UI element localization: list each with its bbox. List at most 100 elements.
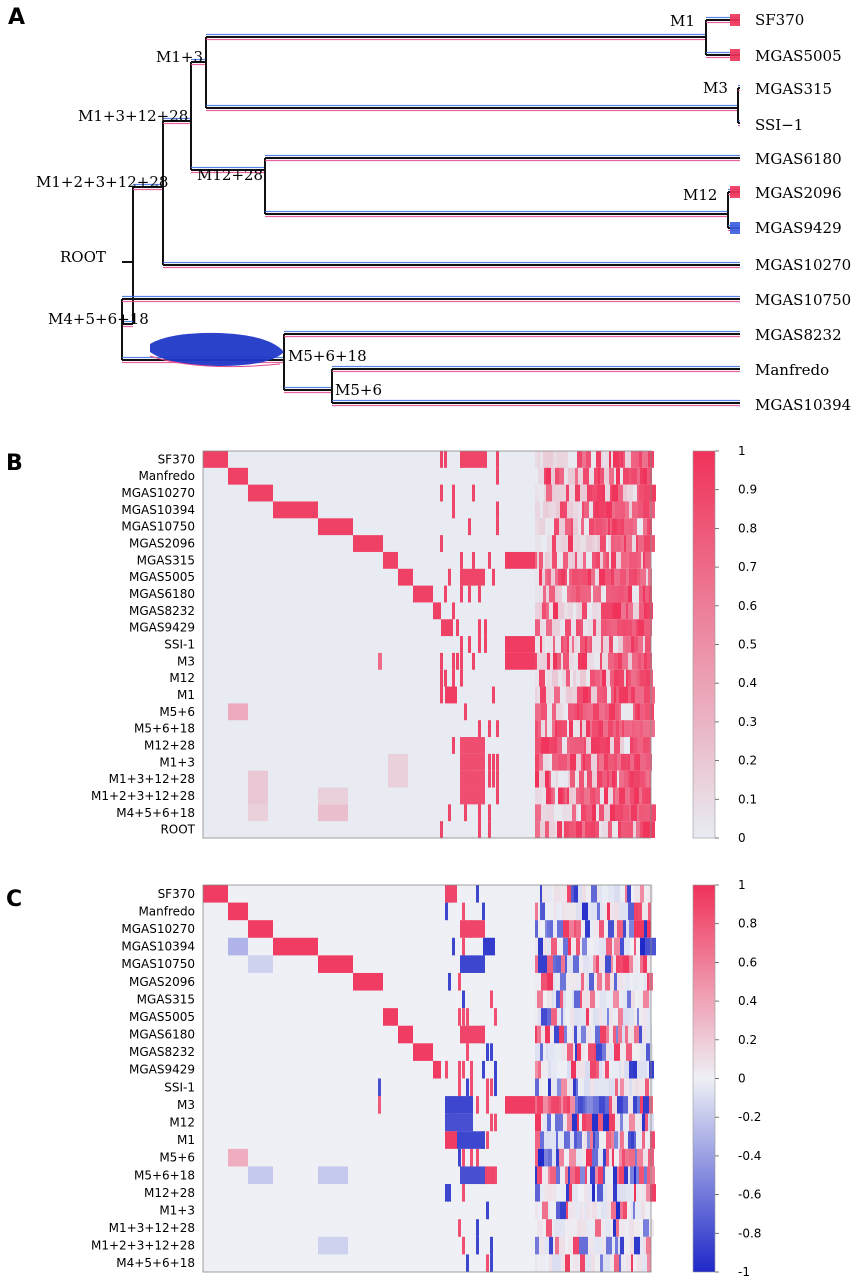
heat-b-cells-cell-17 bbox=[440, 484, 443, 502]
row-label-sf370: SF370 bbox=[158, 887, 195, 901]
heat-c-cells-cell-679 bbox=[582, 1236, 588, 1255]
heat-c-cells-cell-487 bbox=[535, 1131, 540, 1149]
heat-b-cells-cell-347 bbox=[603, 585, 606, 603]
heat-c-cells-cell-320 bbox=[567, 1025, 569, 1044]
heat-c-cells-cell-213 bbox=[599, 955, 605, 973]
heat-b-cells-cell-626 bbox=[543, 753, 549, 771]
heat-c-cells-cell-160 bbox=[608, 920, 614, 938]
heat-b-cells-cell-97 bbox=[563, 451, 568, 468]
heat-c-cells-cell-81 bbox=[457, 1131, 485, 1149]
heat-c-cells-cell-715 bbox=[610, 1254, 614, 1272]
heat-c-cells-cell-708 bbox=[580, 1254, 585, 1272]
heat-c-cells-cell-392 bbox=[619, 1060, 621, 1079]
heat-c-cells-cell-495 bbox=[570, 1131, 574, 1149]
heat-c-cells-cell-692 bbox=[634, 1236, 640, 1255]
heat-c-cells-cell-208 bbox=[579, 955, 583, 973]
row-label-m4-5-6-18: M4+5+6+18 bbox=[116, 806, 195, 820]
heat-c-cells-cell-296 bbox=[589, 1008, 593, 1026]
heat-b-cells-cell-229 bbox=[617, 518, 621, 536]
heat-c-cells-cell-65 bbox=[458, 1219, 461, 1237]
heat-b-cells-cell-84 bbox=[460, 568, 485, 586]
heat-c-cells-cell-529 bbox=[571, 1148, 576, 1167]
heat-c-cells-cell-239 bbox=[594, 972, 597, 991]
heat-c-cells-cell-124 bbox=[576, 902, 582, 921]
heat-c-cells-cell-308 bbox=[639, 1008, 641, 1026]
heat-b-cells-cell-451 bbox=[547, 652, 550, 670]
heat-c-cells-cell-24 bbox=[462, 1008, 465, 1026]
heat-c-cells-cell-632 bbox=[616, 1201, 620, 1220]
heat-b-cells-cell-93 bbox=[543, 451, 547, 468]
heat-c-cells-cell-329 bbox=[595, 1025, 600, 1044]
heat-c-cells-cell-260 bbox=[556, 990, 560, 1009]
heat-b-cells-cell-669 bbox=[607, 770, 609, 788]
heat-b-cells-cell-375 bbox=[597, 602, 601, 620]
heat-b-cells-cell-527 bbox=[619, 686, 625, 704]
heat-b-cells-cell-454 bbox=[557, 652, 561, 670]
heat-b-cells-cell-729 bbox=[588, 804, 592, 822]
heat-b-cells-cell-265 bbox=[644, 535, 650, 552]
heat-c-cells-cell-229 bbox=[553, 972, 555, 991]
heat-b-cells-cell-257 bbox=[614, 535, 617, 552]
heat-b-cells-cell-559 bbox=[637, 703, 640, 721]
heat-b-cells-cell-147 bbox=[637, 467, 640, 485]
heat-c-cells-cell-203 bbox=[556, 955, 561, 973]
heat-b-cells-cell-580 bbox=[590, 720, 592, 738]
heat-b-cells-cell-574 bbox=[571, 720, 573, 738]
heat-b-cells-cell-470 bbox=[628, 652, 632, 670]
heat-b-cells-cell-719 bbox=[556, 804, 562, 822]
heat-c-cells-cell-46 bbox=[476, 1096, 479, 1114]
heat-c-cells-cell-619 bbox=[570, 1201, 575, 1220]
heat-b-cells-cell-456 bbox=[563, 652, 569, 670]
heat-b-cells-cell-343 bbox=[591, 585, 593, 603]
heat-c-cells-cell-384 bbox=[585, 1060, 590, 1079]
heat-c-cells-cell-91 bbox=[560, 885, 564, 903]
heat-c-cells-cell-492 bbox=[558, 1131, 564, 1149]
heat-b-cells-cell-310 bbox=[569, 568, 572, 586]
heat-c-cells-cell-431 bbox=[537, 1096, 543, 1114]
heat-b-cells-cell-9 bbox=[433, 602, 441, 620]
node-label-m1-3: M1+3 bbox=[156, 48, 203, 66]
heat-c-cells-cell-441 bbox=[575, 1096, 578, 1114]
heat-c-cells-cell-252 bbox=[647, 972, 649, 991]
heat-c-cells-cell-86 bbox=[540, 885, 542, 903]
heat-c-cells-cell-36 bbox=[494, 1060, 497, 1079]
heat-c-cells-cell-703 bbox=[561, 1254, 565, 1272]
heat-b-cells-cell-273 bbox=[552, 551, 557, 569]
heat-c-cells-cell-639 bbox=[641, 1201, 645, 1220]
heat-b-cells-cell-693 bbox=[567, 787, 569, 805]
heat-c-cells-cell-181 bbox=[582, 937, 587, 956]
heat-c-cells-cell-153 bbox=[576, 920, 581, 938]
heat-b-cells-cell-242 bbox=[556, 535, 561, 552]
heat-b-cells-cell-105 bbox=[601, 451, 603, 468]
heat-b-cells-cell-393 bbox=[555, 619, 560, 637]
heat-c-cells-cell-444 bbox=[585, 1096, 587, 1114]
heat-c-cells-cell-51 bbox=[494, 1113, 497, 1132]
colorbar-tick-label-0-8: -0.8 bbox=[738, 1226, 761, 1240]
heat-c-cells-cell-68 bbox=[476, 1236, 479, 1255]
heat-c-cells-cell-646 bbox=[554, 1219, 560, 1237]
heat-b-cells-cell-325 bbox=[633, 568, 637, 586]
heat-b-cells-cell-401 bbox=[588, 619, 593, 637]
heat-c-cells-cell-127 bbox=[591, 902, 597, 921]
heat-b-cells-cell-780 bbox=[228, 703, 248, 721]
heat-b-cells-cell-502 bbox=[636, 669, 638, 687]
heat-c-cells-cell-251 bbox=[644, 972, 647, 991]
heat-b-cells-cell-295 bbox=[641, 551, 643, 569]
heat-b-cells-cell-113 bbox=[623, 451, 625, 468]
heat-c-cells-cell-255 bbox=[537, 990, 543, 1009]
heat-c-cells-cell-300 bbox=[607, 1008, 609, 1026]
heat-b-cells-cell-658 bbox=[558, 770, 563, 788]
heat-c-cells-cell-482 bbox=[635, 1113, 640, 1132]
heat-c-cells-cell-510 bbox=[620, 1131, 622, 1149]
heat-b-cells-cell-775 bbox=[248, 804, 268, 822]
heat-b-cells-cell-129 bbox=[568, 467, 572, 485]
heat-b-cells-cell-88 bbox=[460, 770, 485, 788]
heat-b-cells-cell-260 bbox=[624, 535, 626, 552]
heat-c-cells-cell-388 bbox=[602, 1060, 605, 1079]
heat-c-cells-cell-143 bbox=[540, 920, 545, 938]
heat-c-cells-cell-289 bbox=[561, 1008, 563, 1026]
heat-c-cells-cell-596 bbox=[597, 1184, 603, 1202]
heat-c-cells-cell-525 bbox=[556, 1148, 559, 1167]
heat-c-cells-cell-421 bbox=[618, 1078, 620, 1097]
heat-b-cells-cell-520 bbox=[591, 686, 597, 704]
